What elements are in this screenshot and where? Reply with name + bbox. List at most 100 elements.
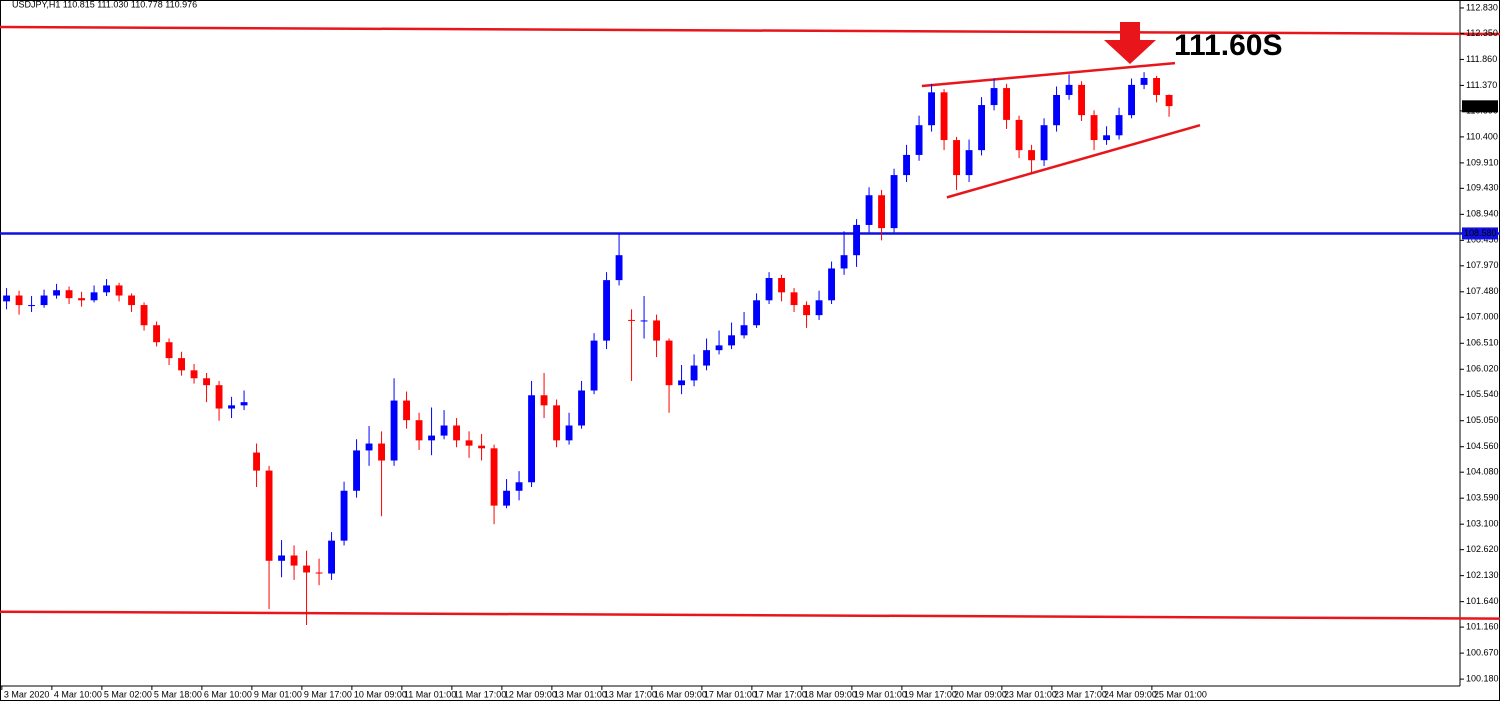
candle-body <box>15 295 23 306</box>
y-tick-label: 107.480 <box>1466 286 1499 296</box>
price-marker <box>1462 227 1498 240</box>
y-tick-label: 106.510 <box>1466 338 1499 348</box>
candle-body <box>28 305 35 307</box>
y-tick-label: 104.080 <box>1466 467 1499 477</box>
y-tick-label: 108.940 <box>1466 209 1499 219</box>
candle-body <box>928 92 935 126</box>
annotation: 111.60S <box>1174 29 1282 62</box>
candle-body <box>1028 150 1035 161</box>
y-tick-label: 107.000 <box>1466 312 1499 322</box>
candle-body <box>1115 115 1123 136</box>
candle-body <box>765 278 773 301</box>
candle-body <box>228 405 235 409</box>
candle-body <box>253 452 260 471</box>
x-tick-label: 11 Mar 01:00 <box>404 689 456 699</box>
x-tick-label: 9 Mar 01:00 <box>254 689 302 699</box>
y-tick-label: 105.050 <box>1466 415 1499 425</box>
candle-body <box>978 105 985 151</box>
y-tick-label: 105.540 <box>1466 389 1499 399</box>
candle-body <box>303 565 310 573</box>
candle-body <box>703 350 710 366</box>
candle-body <box>115 285 123 296</box>
trend-line <box>946 124 1201 199</box>
trend-line <box>0 610 1500 620</box>
x-tick-label: 20 Mar 09:00 <box>954 689 1007 699</box>
y-tick-label: 103.100 <box>1466 519 1499 529</box>
candle-body <box>865 195 873 225</box>
candle-body <box>915 125 923 155</box>
candle-body <box>515 482 523 491</box>
candle-body <box>653 320 660 341</box>
y-tick-label: 102.620 <box>1466 544 1499 554</box>
x-tick-label: 10 Mar 09:00 <box>354 689 407 699</box>
candle-body <box>678 380 685 386</box>
candle-body <box>3 295 10 302</box>
candle-body <box>715 345 723 351</box>
candle-body <box>215 385 223 409</box>
candle-body <box>203 378 210 386</box>
candle-body <box>428 435 435 441</box>
x-tick-label: 4 Mar 10:00 <box>54 689 102 699</box>
candle-body <box>1128 84 1135 116</box>
candle-body <box>503 490 510 506</box>
x-tick-label: 3 Mar 2020 <box>4 689 50 699</box>
trend-line <box>0 25 1500 36</box>
x-tick-label: 13 Mar 17:00 <box>604 689 657 699</box>
x-tick-label: 17 Mar 01:00 <box>704 689 757 699</box>
y-tick-label: 107.970 <box>1466 260 1499 270</box>
candle-body <box>290 555 298 566</box>
price-marker-label: 108.580 <box>1464 228 1497 238</box>
candle-body <box>990 88 998 106</box>
y-tick-label: 102.130 <box>1466 570 1499 580</box>
candles-layer <box>3 72 1173 625</box>
lines-layer <box>0 25 1500 620</box>
candle-body <box>728 335 735 346</box>
candle-body <box>1053 94 1060 126</box>
candle-body <box>440 425 448 436</box>
candle-body <box>553 405 560 441</box>
candle-body <box>453 425 460 441</box>
candle-body <box>690 365 698 381</box>
candle-body <box>1090 115 1098 141</box>
candle-body <box>628 319 635 321</box>
y-tick-label: 104.560 <box>1466 441 1499 451</box>
y-tick-label: 109.430 <box>1466 183 1499 193</box>
candle-body <box>1065 84 1073 95</box>
x-tick-label: 23 Mar 17:00 <box>1054 689 1107 699</box>
candle-body <box>465 440 473 446</box>
candle-body <box>1103 135 1110 141</box>
candle-body <box>403 400 410 421</box>
x-tick-label: 19 Mar 17:00 <box>904 689 957 699</box>
candle-body <box>415 420 423 441</box>
candle-body <box>815 300 823 316</box>
x-tick-label: 5 Mar 18:00 <box>154 689 202 699</box>
candle-body <box>178 358 185 371</box>
candle-body <box>790 292 798 306</box>
candle-body <box>1003 88 1010 120</box>
candle-body <box>140 305 148 326</box>
candle-body <box>528 395 535 483</box>
y-tick-label: 112.830 <box>1466 2 1498 12</box>
candle-body <box>965 150 973 176</box>
candle-body <box>78 298 85 301</box>
y-tick-label: 111.860 <box>1466 54 1497 64</box>
chart-header: USDJPY,H1 110.815 111.030 110.778 110.97… <box>12 0 197 9</box>
x-tick-label: 18 Mar 09:00 <box>804 689 857 699</box>
candle-body <box>740 325 748 336</box>
candle-body <box>103 285 110 293</box>
y-tick-label: 110.400 <box>1466 131 1498 141</box>
y-tick-label: 108.450 <box>1466 235 1499 245</box>
candle-body <box>1165 94 1173 107</box>
x-tick-label: 13 Mar 01:00 <box>554 689 607 699</box>
candle-body <box>365 443 373 451</box>
price-marker-label: 110.976 <box>1464 101 1496 111</box>
candle-body <box>328 540 335 574</box>
y-tick-label: 100.670 <box>1466 647 1499 657</box>
candle-body <box>165 342 173 359</box>
candle-body <box>803 305 810 316</box>
candle-body <box>878 195 885 229</box>
trend-line <box>921 61 1176 88</box>
